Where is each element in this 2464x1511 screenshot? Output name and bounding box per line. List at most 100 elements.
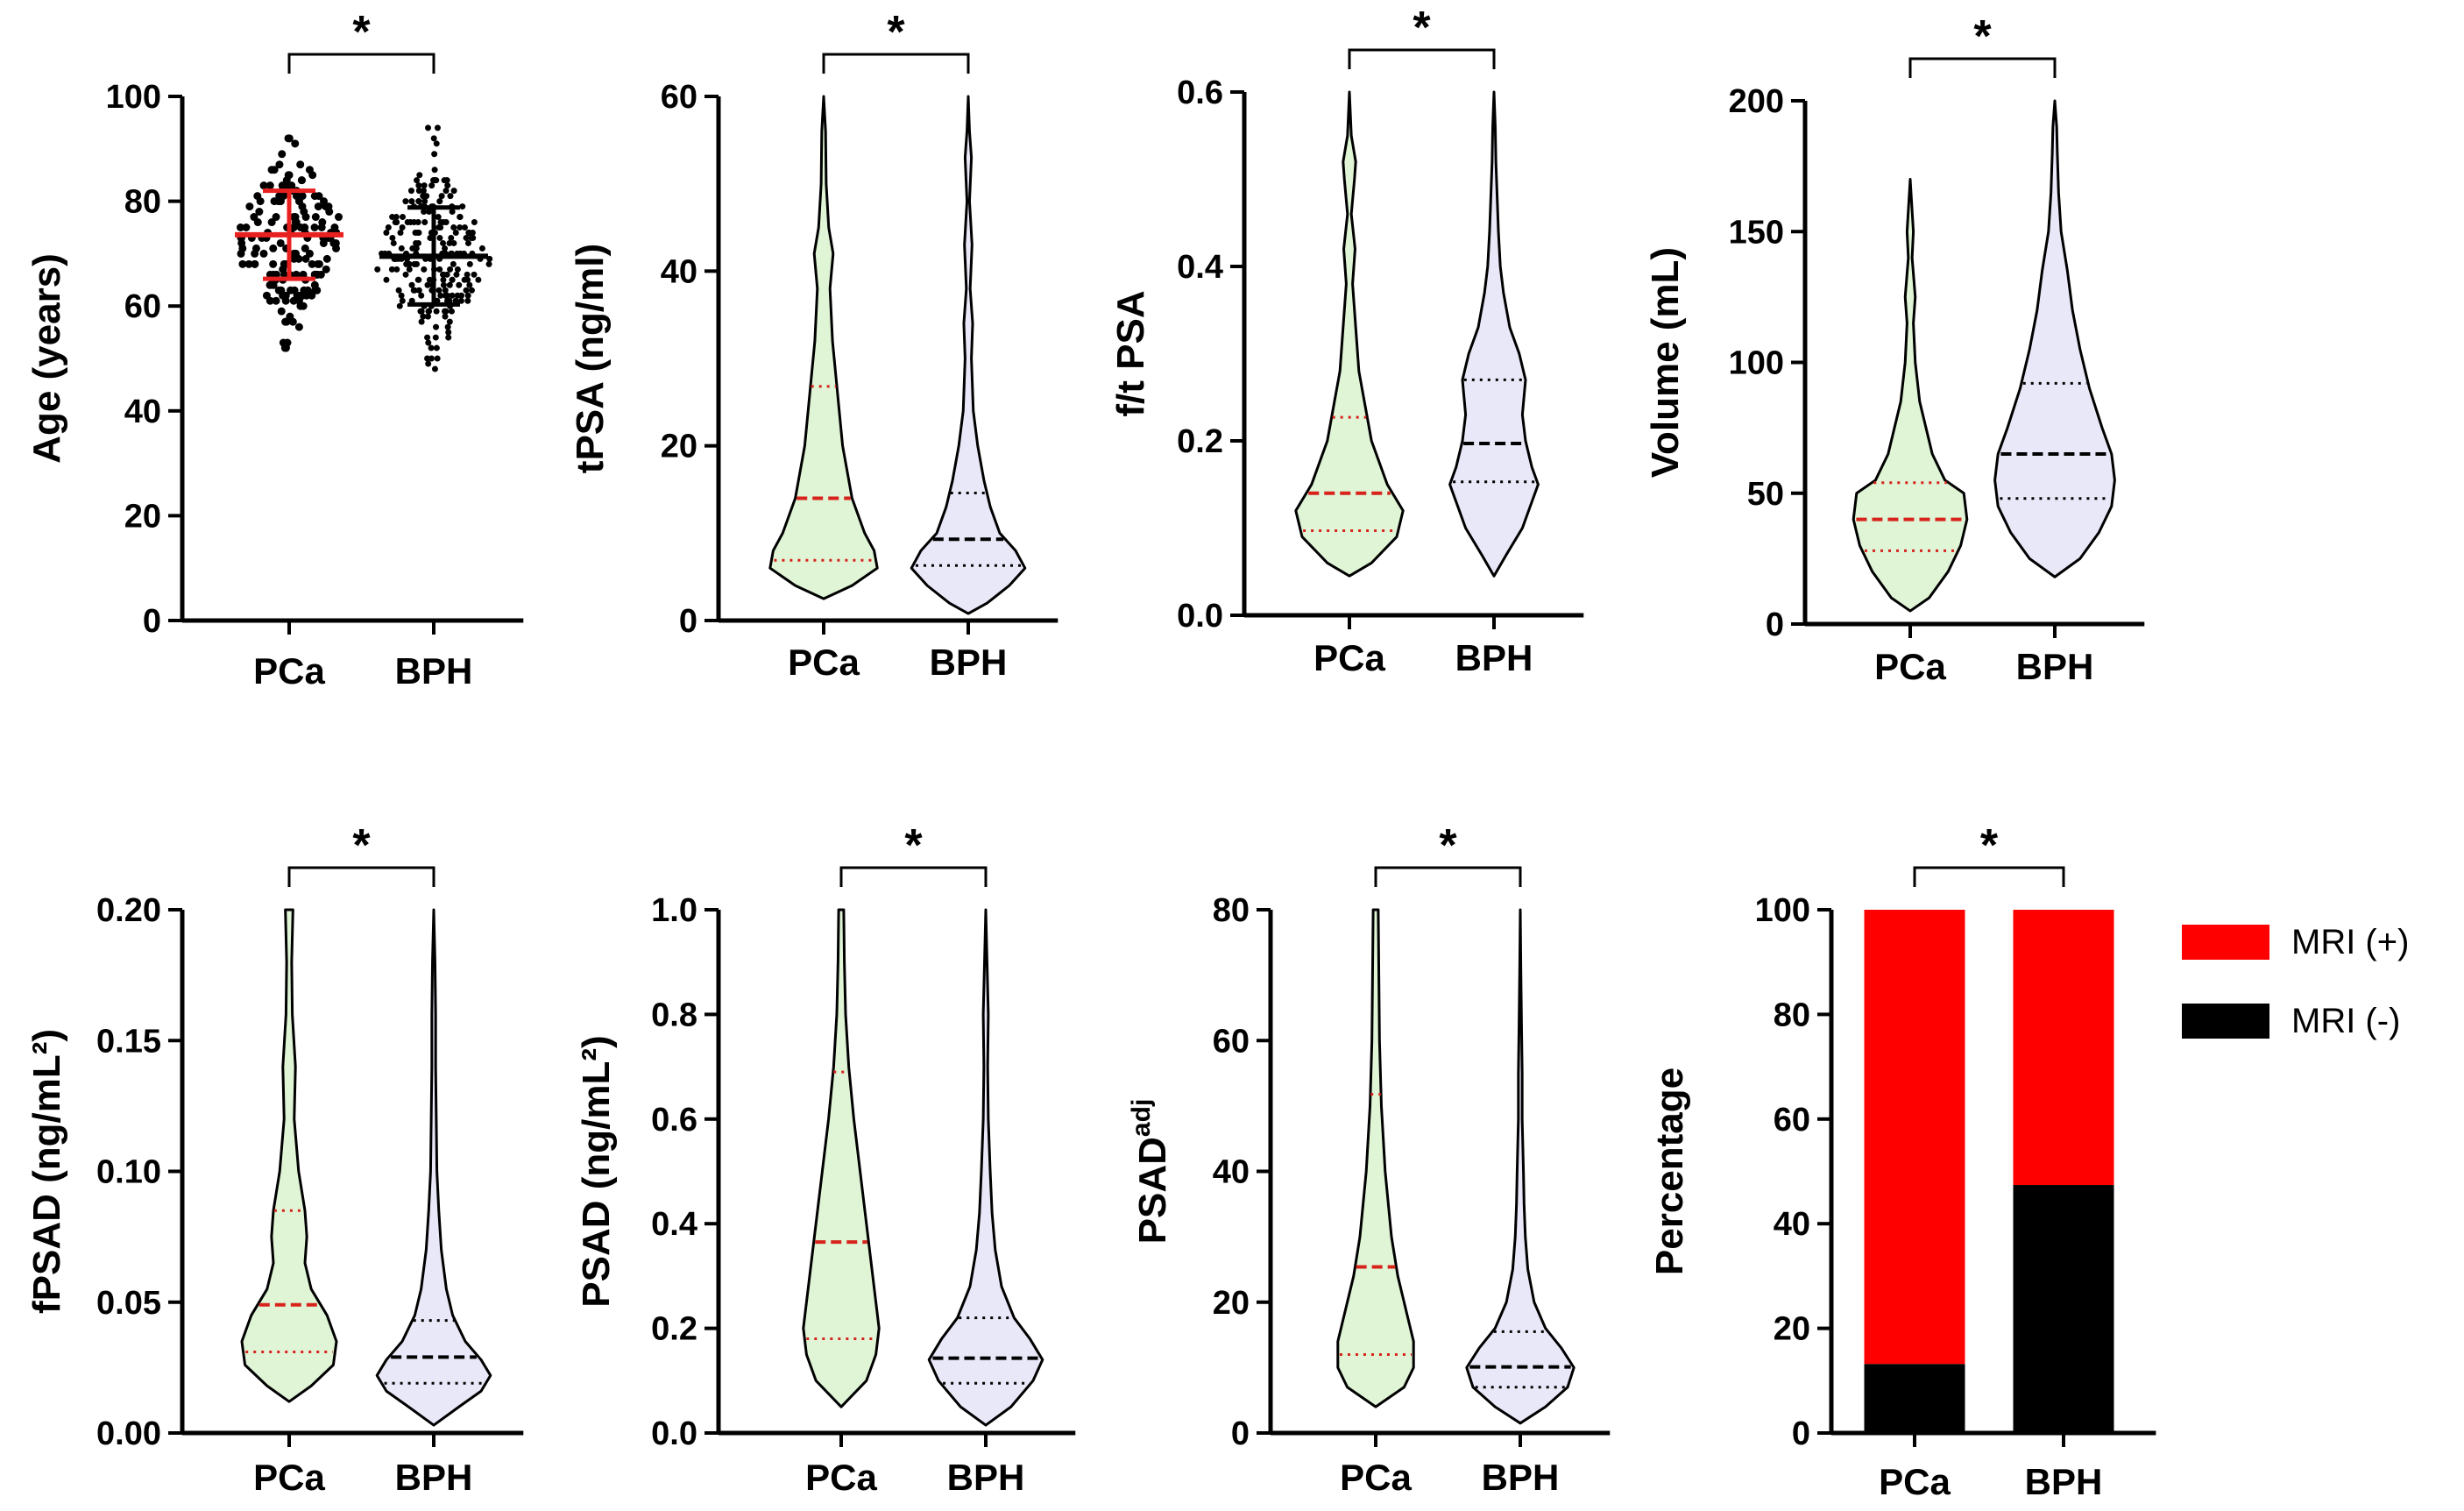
y-tick-label: 0.4 xyxy=(651,1206,697,1243)
data-point xyxy=(411,260,418,267)
data-point xyxy=(411,287,418,294)
data-point xyxy=(435,214,442,221)
data-point xyxy=(464,297,471,304)
data-point xyxy=(281,296,290,305)
data-point xyxy=(448,234,455,241)
violin-shape xyxy=(1993,99,2116,578)
data-point xyxy=(443,308,450,315)
data-point xyxy=(468,234,475,241)
y-tick-label: 60 xyxy=(1213,1023,1250,1060)
data-point xyxy=(442,287,449,294)
y-tick-label: 1.0 xyxy=(651,892,697,929)
violin-pca xyxy=(1852,178,1969,613)
data-point xyxy=(311,213,320,222)
legend-swatch xyxy=(2182,1004,2269,1039)
data-point xyxy=(275,160,284,169)
y-tick-label: 100 xyxy=(1755,892,1810,929)
data-point xyxy=(464,271,471,278)
data-point xyxy=(442,245,449,252)
x-tick-label: BPH xyxy=(395,650,473,692)
data-point xyxy=(431,177,438,184)
data-point xyxy=(450,188,457,195)
data-point xyxy=(425,360,432,367)
significance-star: * xyxy=(904,820,923,871)
data-point xyxy=(440,276,447,283)
data-point xyxy=(453,271,460,278)
data-point xyxy=(404,219,411,226)
data-point xyxy=(449,292,456,299)
y-axis-title: Percentage xyxy=(1648,1068,1691,1275)
x-tick-label: PCa xyxy=(1879,1461,1951,1502)
y-tick-label: 0 xyxy=(679,603,697,640)
data-point xyxy=(428,182,435,189)
data-point xyxy=(415,188,422,195)
data-point xyxy=(383,229,390,236)
data-point xyxy=(457,214,464,221)
y-tick-label: 0 xyxy=(143,603,161,640)
data-point xyxy=(475,276,482,283)
data-point xyxy=(418,318,425,325)
y-tick-label: 200 xyxy=(1729,83,1784,120)
data-point xyxy=(242,223,251,231)
data-point xyxy=(443,292,450,299)
data-point xyxy=(322,202,330,211)
bar-segment-bph-mri-pos xyxy=(2013,910,2114,1186)
data-point xyxy=(398,292,405,299)
data-point xyxy=(446,318,453,325)
data-point xyxy=(314,259,322,268)
data-point xyxy=(288,317,297,326)
data-point xyxy=(399,297,406,304)
violin-shape xyxy=(240,908,338,1403)
data-point xyxy=(316,270,325,279)
data-point xyxy=(296,160,305,169)
data-point xyxy=(399,224,406,231)
data-point xyxy=(463,234,470,241)
data-point xyxy=(432,334,439,341)
data-point xyxy=(447,193,454,200)
y-tick-label: 0.8 xyxy=(651,997,697,1033)
data-point xyxy=(435,224,443,231)
data-point xyxy=(238,259,247,268)
data-point xyxy=(245,202,254,211)
data-point xyxy=(407,188,414,195)
legend: MRI (+) MRI (-) xyxy=(2182,923,2409,1040)
data-point xyxy=(284,134,293,143)
data-point xyxy=(402,198,409,205)
data-point xyxy=(298,192,307,201)
data-point xyxy=(403,260,410,267)
data-point xyxy=(440,219,447,226)
data-point xyxy=(301,244,309,252)
data-point xyxy=(393,219,400,226)
data-point xyxy=(421,209,428,216)
data-point xyxy=(291,139,300,148)
data-point xyxy=(317,223,326,231)
data-point xyxy=(281,344,290,352)
violin-shape xyxy=(768,95,879,600)
data-point xyxy=(310,223,319,231)
data-point xyxy=(420,313,427,320)
data-point xyxy=(428,355,435,362)
x-tick-label: BPH xyxy=(1455,637,1533,678)
data-point xyxy=(421,198,428,205)
data-point xyxy=(238,244,247,252)
data-point xyxy=(393,214,400,221)
data-point xyxy=(414,219,421,226)
data-point xyxy=(466,281,473,288)
panel-ftpsa-chart: 0.0 0.2 0.4 0.6 PCa BPH f/t PSA * xyxy=(1109,3,1584,678)
x-tick-label: PCa xyxy=(253,650,325,692)
y-tick-label: 0.00 xyxy=(96,1415,161,1452)
data-point xyxy=(278,150,287,159)
data-point xyxy=(266,280,274,289)
y-tick-label: 80 xyxy=(124,184,161,221)
data-point xyxy=(428,344,435,351)
data-point xyxy=(390,239,397,246)
data-point xyxy=(434,355,441,362)
data-point xyxy=(297,176,306,185)
data-point xyxy=(259,181,268,190)
data-point xyxy=(424,313,431,320)
data-point xyxy=(438,193,445,200)
data-point xyxy=(444,323,451,330)
data-point xyxy=(443,188,450,195)
data-point xyxy=(436,234,443,241)
data-point xyxy=(397,229,404,236)
